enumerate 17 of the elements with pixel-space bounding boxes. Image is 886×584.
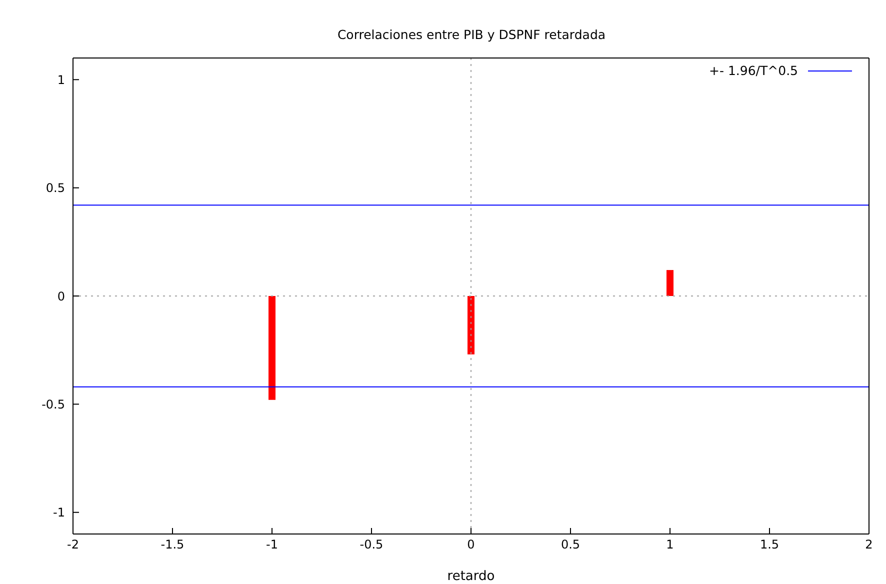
x-tick-label: 2 xyxy=(865,538,873,552)
x-tick-label: 0.5 xyxy=(560,538,580,552)
x-tick-label: 1.5 xyxy=(760,538,780,552)
legend-label: +- 1.96/T^0.5 xyxy=(709,63,798,78)
y-tick-label: 0.5 xyxy=(46,181,65,196)
y-tick-label: -0.5 xyxy=(42,397,65,412)
x-axis-title: retardo xyxy=(447,569,495,584)
x-tick-label: -0.5 xyxy=(360,538,384,552)
x-tick-label: -2 xyxy=(67,538,79,552)
x-tick-label: -1.5 xyxy=(160,538,184,552)
x-tick-label: -1 xyxy=(266,538,278,552)
x-tick-label: 0 xyxy=(467,538,475,552)
y-tick-label: 0 xyxy=(57,289,65,304)
x-tick-label: 1 xyxy=(666,538,674,552)
y-tick-label: 1 xyxy=(57,72,65,87)
chart-title: Correlaciones entre PIB y DSPNF retardada xyxy=(336,27,607,42)
y-tick-label: -1 xyxy=(53,506,65,520)
